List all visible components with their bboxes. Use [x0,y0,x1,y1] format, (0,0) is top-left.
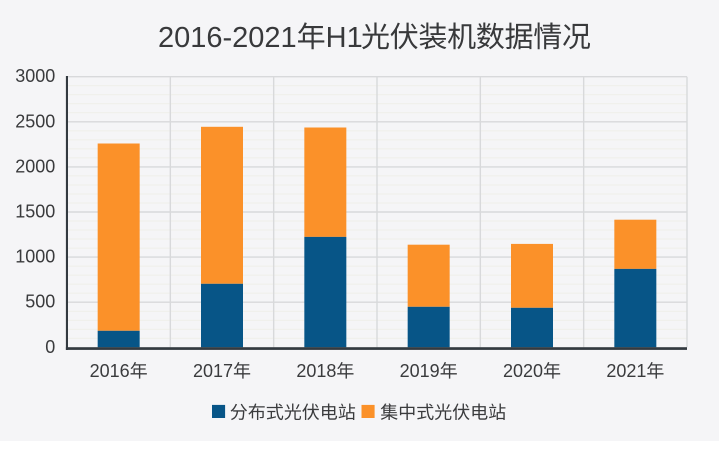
svg-text:2021: 2021 [606,361,646,381]
svg-text:0: 0 [45,337,55,357]
svg-text:H1: H1 [326,22,363,54]
svg-text:2018: 2018 [296,361,336,381]
svg-text:2000: 2000 [15,156,55,176]
svg-text:2019: 2019 [400,361,440,381]
svg-text:2017: 2017 [193,361,233,381]
svg-text:500: 500 [25,292,55,312]
svg-text:2020: 2020 [503,361,543,381]
svg-text:3000: 3000 [15,66,55,86]
svg-text:1000: 1000 [15,247,55,267]
svg-text:2016-2021: 2016-2021 [158,22,297,54]
svg-text:2500: 2500 [15,111,55,131]
svg-text:1500: 1500 [15,202,55,222]
svg-text:2016: 2016 [90,361,130,381]
